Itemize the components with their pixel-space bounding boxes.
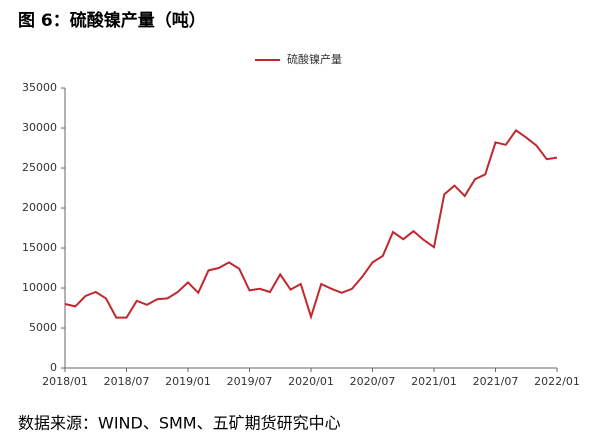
legend-label: 硫酸镍产量 xyxy=(287,52,342,66)
x-tick-label: 2018/07 xyxy=(104,375,150,388)
y-tick-label: 25000 xyxy=(22,161,57,174)
source-note: 数据来源：WIND、SMM、五矿期货研究中心 xyxy=(18,414,341,433)
x-tick-label: 2019/07 xyxy=(227,375,273,388)
y-tick-label: 35000 xyxy=(22,81,57,94)
y-tick-label: 5000 xyxy=(29,321,57,334)
x-tick-label: 2020/07 xyxy=(350,375,396,388)
x-tick-label: 2020/01 xyxy=(288,375,334,388)
data-line xyxy=(64,129,558,321)
x-tick-label: 2019/01 xyxy=(165,375,211,388)
y-tick-label: 15000 xyxy=(22,241,57,254)
y-tick-label: 20000 xyxy=(22,201,57,214)
x-tick-label: 2022/01 xyxy=(534,375,580,388)
y-tick-label: 30000 xyxy=(22,121,57,134)
x-tick-label: 2021/07 xyxy=(473,375,519,388)
y-tick-label: 10000 xyxy=(22,281,57,294)
chart-title: 图 6：硫酸镍产量（吨） xyxy=(18,10,206,31)
x-tick-label: 2021/01 xyxy=(411,375,457,388)
x-tick-label: 2018/01 xyxy=(42,375,88,388)
y-tick-label: 0 xyxy=(50,361,57,374)
